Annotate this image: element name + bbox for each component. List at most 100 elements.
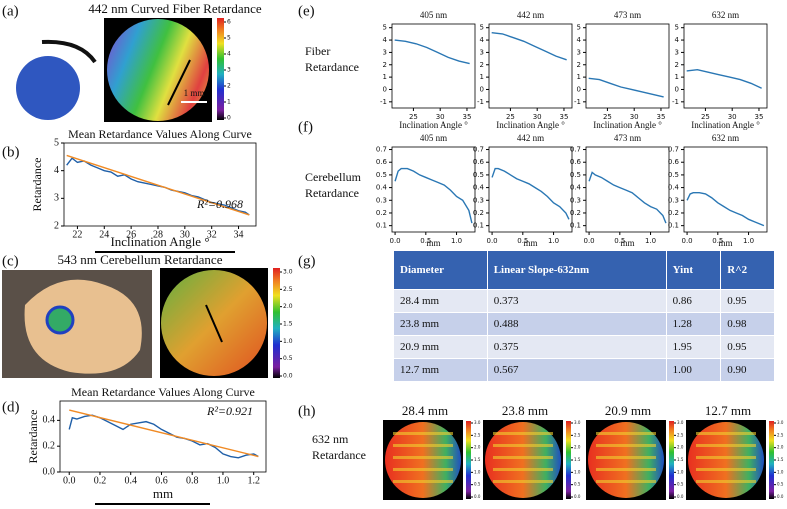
colorbar-tick-label: 2.5 (574, 432, 581, 437)
retardance-image (385, 422, 461, 498)
table-cell: 0.488 (487, 313, 666, 335)
y-tick-label: 3 (577, 48, 581, 56)
colorbar (769, 421, 774, 499)
scale-bar-label: 1 mm (184, 88, 205, 98)
colorbar-tick-label: 2 (227, 83, 231, 90)
x-tick-label: 30 (180, 229, 190, 240)
y-tick-label: 0 (675, 85, 679, 93)
plot-frame (391, 146, 476, 233)
x-axis-label: mm (718, 238, 732, 248)
colorbar-tick-label: 0.5 (677, 482, 684, 487)
stripe (696, 456, 756, 459)
series-line (66, 154, 250, 216)
y-tick-label: -1 (672, 98, 679, 106)
x-tick-label: 25 (603, 113, 612, 121)
x-axis-label: Inclination Angle ° (691, 120, 760, 130)
x-tick-label: 1.2 (247, 475, 260, 486)
stripe (493, 468, 553, 471)
y-tick-label: 5 (383, 24, 387, 32)
table-cell: 0.95 (721, 336, 774, 358)
plot-frame (488, 146, 573, 233)
colorbar-tick-label: 0.5 (474, 482, 481, 487)
x-tick-label: 25 (701, 113, 710, 121)
table-cell: 0.98 (721, 313, 774, 335)
y-tick-label: 5 (54, 137, 59, 148)
chart-title: 473 nm (614, 133, 641, 143)
colorbar-tick-label: 3.0 (777, 420, 784, 425)
retardance-image (588, 422, 664, 498)
x-tick-label: 26 (126, 229, 136, 240)
colorbar-tick-label: 3.0 (283, 269, 293, 276)
stripe (493, 432, 553, 435)
y-tick-label: 1 (675, 73, 679, 81)
table-cell: 0.375 (487, 336, 666, 358)
panel-label: (h) (298, 403, 316, 419)
colorbar-tick-label: 3.0 (677, 420, 684, 425)
colorbar-tick-label: 6 (227, 19, 231, 26)
colorbar-tick-label: 1.5 (474, 457, 481, 462)
y-tick-label: 0.3 (376, 196, 387, 204)
x-tick-label: 0.8 (186, 475, 199, 486)
x-axis-label: mm (426, 238, 440, 248)
panel-label: (f) (298, 119, 313, 135)
colorbar (566, 421, 571, 499)
sample-marker (45, 305, 75, 335)
y-tick-label: -1 (477, 98, 484, 106)
table-cell: 1.28 (666, 313, 721, 335)
y-tick-label: 0.3 (473, 196, 484, 204)
stripe (493, 456, 553, 459)
chart-title: Mean Retardance Values Along Curve (68, 127, 252, 141)
table-row: 28.4 mm 0.373 0.86 0.95 (394, 290, 774, 312)
y-tick-label: 0.0 (43, 466, 56, 477)
y-tick-label: 1 (383, 73, 387, 81)
colorbar-tick-label: 1.0 (677, 469, 684, 474)
x-tick-label: 0.4 (124, 475, 137, 486)
y-tick-label: 0.1 (473, 222, 484, 230)
series-line (69, 409, 259, 458)
colorbar-tick-label: 0.5 (283, 355, 293, 362)
stripe (696, 468, 756, 471)
y-axis-label: Retardance (26, 410, 40, 464)
table-row: 20.9 mm 0.375 1.95 0.95 (394, 336, 774, 358)
y-tick-label: 0.6 (570, 158, 582, 166)
row-label: Retardance (305, 186, 359, 200)
x-tick-label: 30 (630, 113, 639, 121)
panel-label: (g) (298, 253, 316, 269)
table-row: 12.7 mm 0.567 1.00 0.90 (394, 359, 774, 381)
stripe (493, 480, 553, 483)
y-tick-label: 0.3 (570, 196, 581, 204)
colorbar-tick-label: 1.0 (283, 338, 293, 345)
series-line (588, 171, 667, 224)
colorbar-tick-label: 1.5 (777, 457, 784, 462)
x-tick-label: 0.0 (682, 237, 693, 245)
x-tick-label: 0.0 (390, 237, 401, 245)
colorbar-tick-label: 0.0 (474, 494, 481, 499)
chart-title: 632 nm (712, 133, 739, 143)
image-title: 12.7 mm (705, 403, 751, 418)
x-axis-label: Inclination Angle ° (496, 120, 565, 130)
x-tick-label: 35 (755, 113, 764, 121)
chart-title: Mean Retardance Values Along Curve (71, 385, 255, 399)
plot-frame (585, 23, 670, 109)
colorbar (217, 18, 224, 120)
direction-arrow (205, 304, 223, 343)
stripe (696, 444, 756, 447)
plot-frame (391, 23, 476, 109)
colorbar-tick-label: 0.5 (574, 482, 581, 487)
plot-frame (683, 23, 768, 109)
y-tick-label: 0.3 (668, 196, 679, 204)
fit-annotation: R²=0.921 (206, 404, 253, 418)
colorbar-tick-label: 2.5 (474, 432, 481, 437)
colorbar (273, 268, 280, 378)
panel-label: (b) (2, 144, 20, 160)
series-line (68, 414, 259, 459)
series-line (686, 191, 765, 227)
colorbar-tick-label: 2.0 (474, 445, 481, 450)
colorbar-tick-label: 0.0 (777, 494, 784, 499)
stripe (393, 444, 453, 447)
x-tick-label: 0.0 (487, 237, 498, 245)
colorbar-tick-label: 0.0 (677, 494, 684, 499)
y-tick-label: 0.4 (668, 184, 680, 192)
results-table: Diameter Linear Slope-632nm Yint R^2 28.4 mm… (393, 250, 775, 382)
